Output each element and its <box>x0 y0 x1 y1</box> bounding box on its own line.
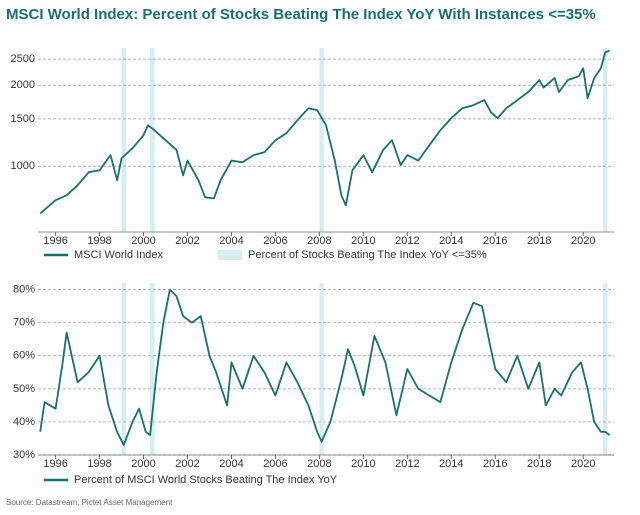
x-tick-label: 2000 <box>131 235 155 247</box>
chart-title: MSCI World Index: Percent of Stocks Beat… <box>6 6 596 23</box>
highlight-band <box>319 283 324 455</box>
highlight-band <box>150 283 155 455</box>
y-tick-label: 50% <box>13 383 35 395</box>
legend-label: MSCI World Index <box>74 249 164 261</box>
x-tick-label: 2018 <box>527 235 551 247</box>
data-line <box>39 288 611 446</box>
legend-label: Percent of MSCI World Stocks Beating The… <box>74 474 338 486</box>
x-tick-label: 2010 <box>351 235 375 247</box>
x-tick-label: 2016 <box>483 235 507 247</box>
x-tick-label: 2020 <box>571 235 595 247</box>
x-tick-label: 2010 <box>351 458 375 470</box>
x-tick-label: 2016 <box>483 458 507 470</box>
x-tick-label: 2006 <box>263 458 287 470</box>
legend-label: Percent of Stocks Beating The Index YoY … <box>248 249 487 261</box>
x-tick-label: 1998 <box>87 458 111 470</box>
x-tick-label: 2012 <box>395 235 419 247</box>
x-tick-label: 2008 <box>307 235 331 247</box>
y-tick-label: 2500 <box>11 53 35 65</box>
y-tick-label: 70% <box>13 317 35 329</box>
x-tick-label: 2000 <box>131 458 155 470</box>
data-line <box>39 49 610 215</box>
x-tick-label: 2004 <box>219 458 243 470</box>
y-tick-label: 40% <box>13 416 35 428</box>
x-tick-label: 2018 <box>527 458 551 470</box>
source: Source: Datastream, Pictet Asset Managem… <box>6 498 173 507</box>
x-tick-label: 2014 <box>439 235 463 247</box>
x-tick-label: 1998 <box>87 235 111 247</box>
x-tick-label: 2006 <box>263 235 287 247</box>
x-tick-label: 1996 <box>43 235 67 247</box>
y-tick-label: 1500 <box>11 113 35 125</box>
highlight-band <box>150 48 155 232</box>
highlight-band <box>603 283 608 455</box>
x-tick-label: 2002 <box>175 235 199 247</box>
highlight-band <box>121 283 126 455</box>
x-tick-label: 2020 <box>571 458 595 470</box>
highlight-band <box>603 48 608 232</box>
y-tick-label: 60% <box>13 350 35 362</box>
y-tick-label: 1000 <box>11 160 35 172</box>
x-tick-label: 2014 <box>439 458 463 470</box>
y-tick-label: 30% <box>13 449 35 461</box>
x-tick-label: 2002 <box>175 458 199 470</box>
y-tick-label: 2000 <box>11 79 35 91</box>
x-tick-label: 2008 <box>307 458 331 470</box>
x-tick-label: 2012 <box>395 458 419 470</box>
legend-swatch <box>218 250 242 260</box>
y-tick-label: 80% <box>13 284 35 296</box>
x-tick-label: 1996 <box>43 458 67 470</box>
highlight-band <box>319 48 324 232</box>
x-tick-label: 2004 <box>219 235 243 247</box>
highlight-band <box>121 48 126 232</box>
